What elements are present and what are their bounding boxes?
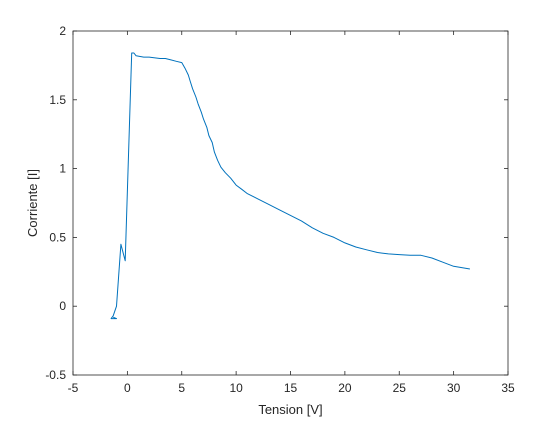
y-tick-label: -0.5: [45, 368, 66, 382]
y-tick-label: 1: [59, 162, 66, 176]
x-axis-label: Tension [V]: [258, 402, 322, 417]
y-tick-label: 2: [59, 24, 66, 38]
x-tick-label: 25: [393, 381, 407, 395]
plot-area: [73, 31, 508, 375]
x-tick-label: 0: [124, 381, 131, 395]
x-tick-label: -5: [68, 381, 79, 395]
y-tick-label: 0.5: [49, 230, 66, 244]
x-tick-label: 15: [284, 381, 298, 395]
series-line: [110, 52, 470, 320]
x-tick-label: 30: [447, 381, 461, 395]
series-layer: [110, 52, 470, 320]
y-axis-label: Corriente [I]: [25, 169, 40, 237]
x-tick-label: 10: [229, 381, 243, 395]
y-axis-ticks: -0.5 0 0.5 1 1.5 2: [45, 24, 508, 382]
x-axis-ticks: -5 0 5 10 15 20 25 30 35: [68, 31, 515, 395]
x-tick-label: 20: [338, 381, 352, 395]
y-tick-label: 1.5: [49, 93, 66, 107]
x-tick-label: 35: [501, 381, 515, 395]
y-tick-label: 0: [59, 299, 66, 313]
x-tick-label: 5: [178, 381, 185, 395]
